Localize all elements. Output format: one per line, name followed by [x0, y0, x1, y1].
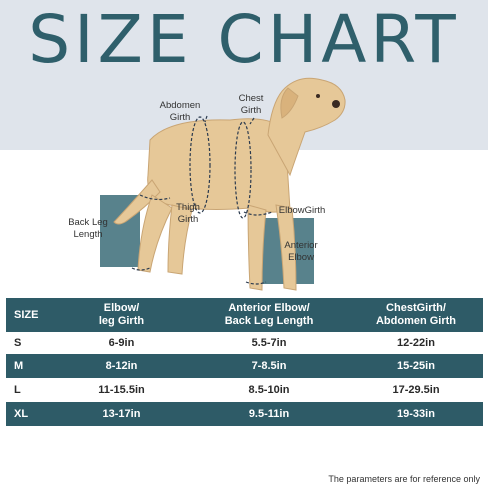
- table-row: L 11-15.5in 8.5-10in 17-29.5in: [6, 378, 483, 402]
- header-size: SIZE: [14, 309, 39, 321]
- nose-icon: [332, 100, 340, 108]
- anterior-elbow-label: Anterior Elbow: [284, 240, 318, 263]
- dog-illustration: [100, 77, 346, 291]
- size-table: SIZE Elbow/leg Girth Anterior Elbow/Back…: [6, 298, 483, 426]
- back-leg-length-label: Back Leg Length: [68, 217, 108, 240]
- table-row: S 6-9in 5.5-7in 12-22in: [6, 332, 483, 354]
- header-chest-abdomen: ChestGirth/Abdomen Girth: [375, 302, 457, 327]
- abdomen-girth-label: Abdomen Girth: [159, 100, 201, 123]
- elbow-girth-label: ElbowGirth: [278, 205, 326, 216]
- table-header: SIZE Elbow/leg Girth Anterior Elbow/Back…: [6, 298, 483, 332]
- header-elbow-leg: Elbow/leg Girth: [98, 302, 145, 327]
- page-title: SIZE CHART: [28, 1, 460, 78]
- header-anterior-back: Anterior Elbow/Back Leg Length: [224, 302, 314, 327]
- thigh-girth-label: Thigh Girth: [176, 202, 200, 225]
- reference-footnote: The parameters are for reference only: [328, 474, 480, 484]
- chest-girth-label: Chest Girth: [238, 93, 264, 116]
- table-row: XL 13-17in 9.5-11in 19-33in: [6, 402, 483, 426]
- table-row: M 8-12in 7-8.5in 15-25in: [6, 354, 483, 378]
